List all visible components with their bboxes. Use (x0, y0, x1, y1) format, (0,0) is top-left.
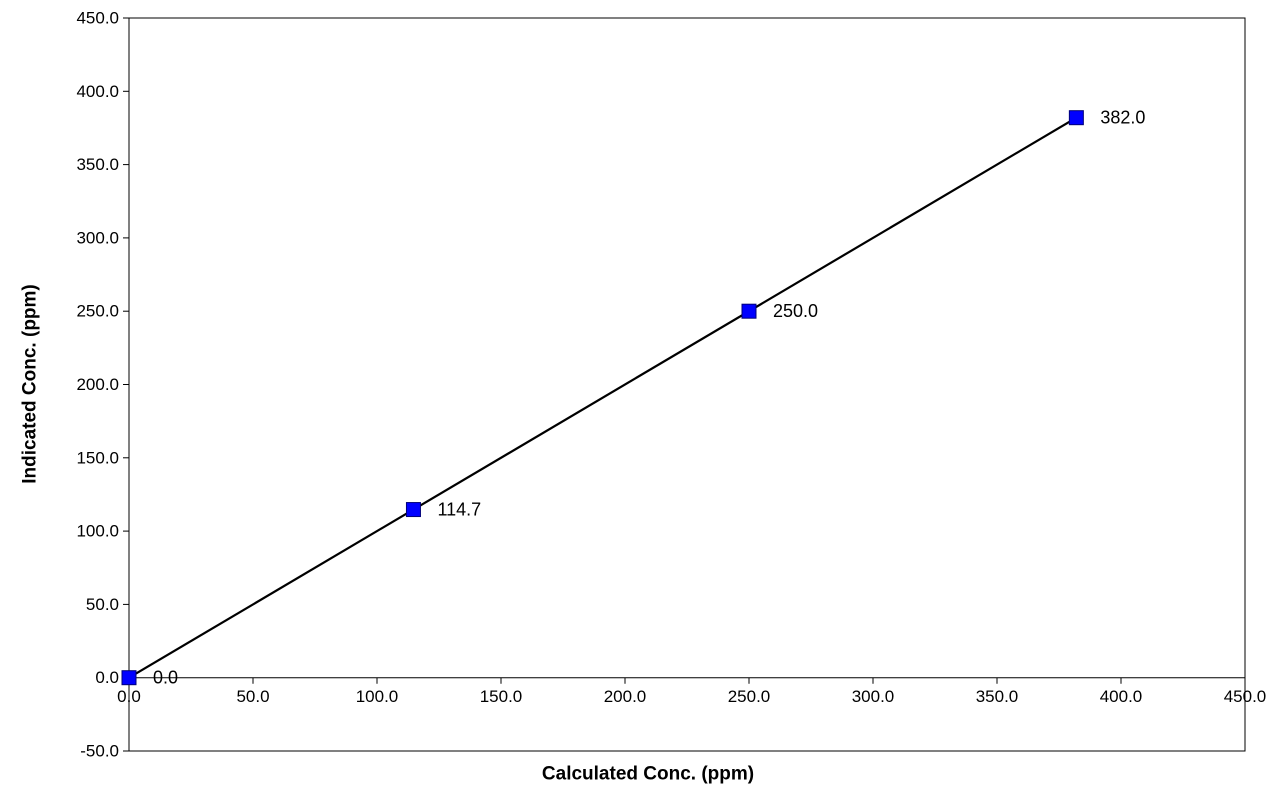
data-point (741, 303, 757, 319)
y-tick-label: 350.0 (76, 155, 119, 174)
y-tick-label: -50.0 (80, 742, 119, 761)
x-tick-label: 200.0 (604, 687, 647, 706)
y-axis-title: Indicated Conc. (ppm) (20, 284, 41, 484)
data-point (405, 502, 421, 518)
plot-area (128, 17, 1246, 752)
x-tick-label: 400.0 (1100, 687, 1143, 706)
data-labels-layer: 0.0 114.7 250.0 382.0 (153, 108, 1145, 688)
data-label: 250.0 (773, 301, 818, 321)
x-tick-label: 350.0 (976, 687, 1019, 706)
y-tick-label: 150.0 (76, 448, 119, 467)
x-tick-label: 300.0 (852, 687, 895, 706)
axes: -50.0 0.0 50.0 100.0 150.0 200.0 250.0 300.0 350… (76, 9, 1266, 761)
x-axis-title: Calculated Conc. (ppm) (542, 764, 754, 785)
trendline-layer (128, 116, 1077, 679)
x-tick-label: 0.0 (117, 687, 141, 706)
y-tick-label: 300.0 (76, 228, 119, 247)
x-tick-label: 450.0 (1224, 687, 1267, 706)
trendline (128, 116, 1077, 679)
y-tick-label: 50.0 (86, 595, 119, 614)
x-tick-label: 250.0 (728, 687, 771, 706)
y-tick-label: 400.0 (76, 82, 119, 101)
data-label: 382.0 (1100, 108, 1145, 128)
x-tick-label: 150.0 (480, 687, 523, 706)
y-tick-label: 250.0 (76, 302, 119, 321)
data-point (121, 670, 137, 686)
x-tick-label: 50.0 (236, 687, 269, 706)
data-label: 114.7 (437, 500, 481, 520)
x-tick-label: 100.0 (356, 687, 399, 706)
data-label: 0.0 (153, 668, 178, 688)
y-tick-label: 450.0 (76, 9, 119, 28)
data-point (1068, 110, 1084, 126)
data-points-layer (121, 110, 1084, 686)
y-tick-label: 200.0 (76, 375, 119, 394)
y-tick-label: 0.0 (95, 668, 119, 687)
y-tick-label: 100.0 (76, 522, 119, 541)
